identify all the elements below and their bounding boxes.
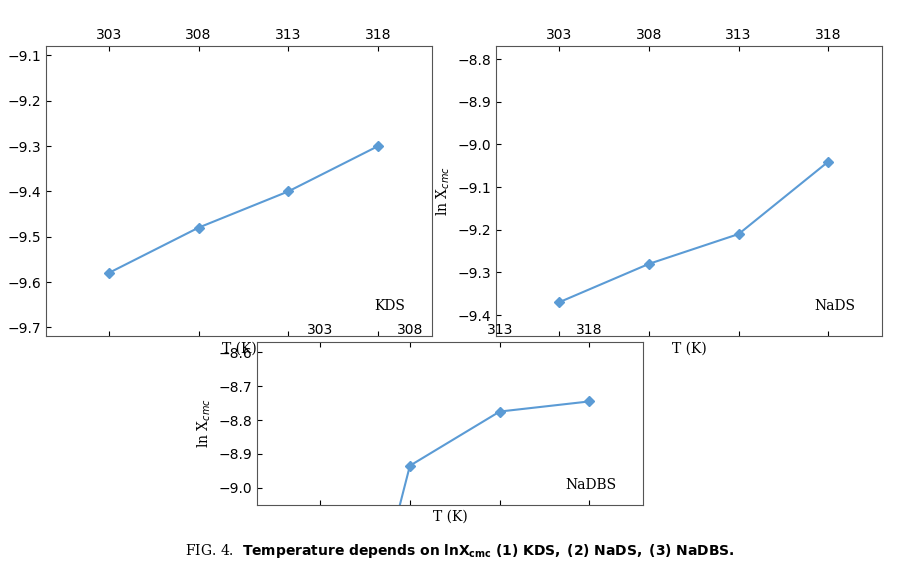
Text: NaDS: NaDS [814, 299, 856, 313]
X-axis label: T (K): T (K) [221, 342, 256, 356]
Text: NaDBS: NaDBS [565, 477, 617, 492]
Text: KDS: KDS [374, 299, 405, 313]
Y-axis label: ln X$_{cmc}$: ln X$_{cmc}$ [0, 166, 2, 216]
X-axis label: T (K): T (K) [433, 510, 468, 524]
Y-axis label: ln X$_{cmc}$: ln X$_{cmc}$ [196, 398, 213, 448]
Text: FIG. 4.  $\bf{Temperature\ depends\ on\ lnX_{cmc}\ (1)\ KDS,\ (2)\ NaDS,\ (3)\ N: FIG. 4. $\bf{Temperature\ depends\ on\ l… [185, 542, 734, 560]
X-axis label: T (K): T (K) [672, 342, 707, 356]
Y-axis label: ln X$_{cmc}$: ln X$_{cmc}$ [435, 166, 452, 216]
